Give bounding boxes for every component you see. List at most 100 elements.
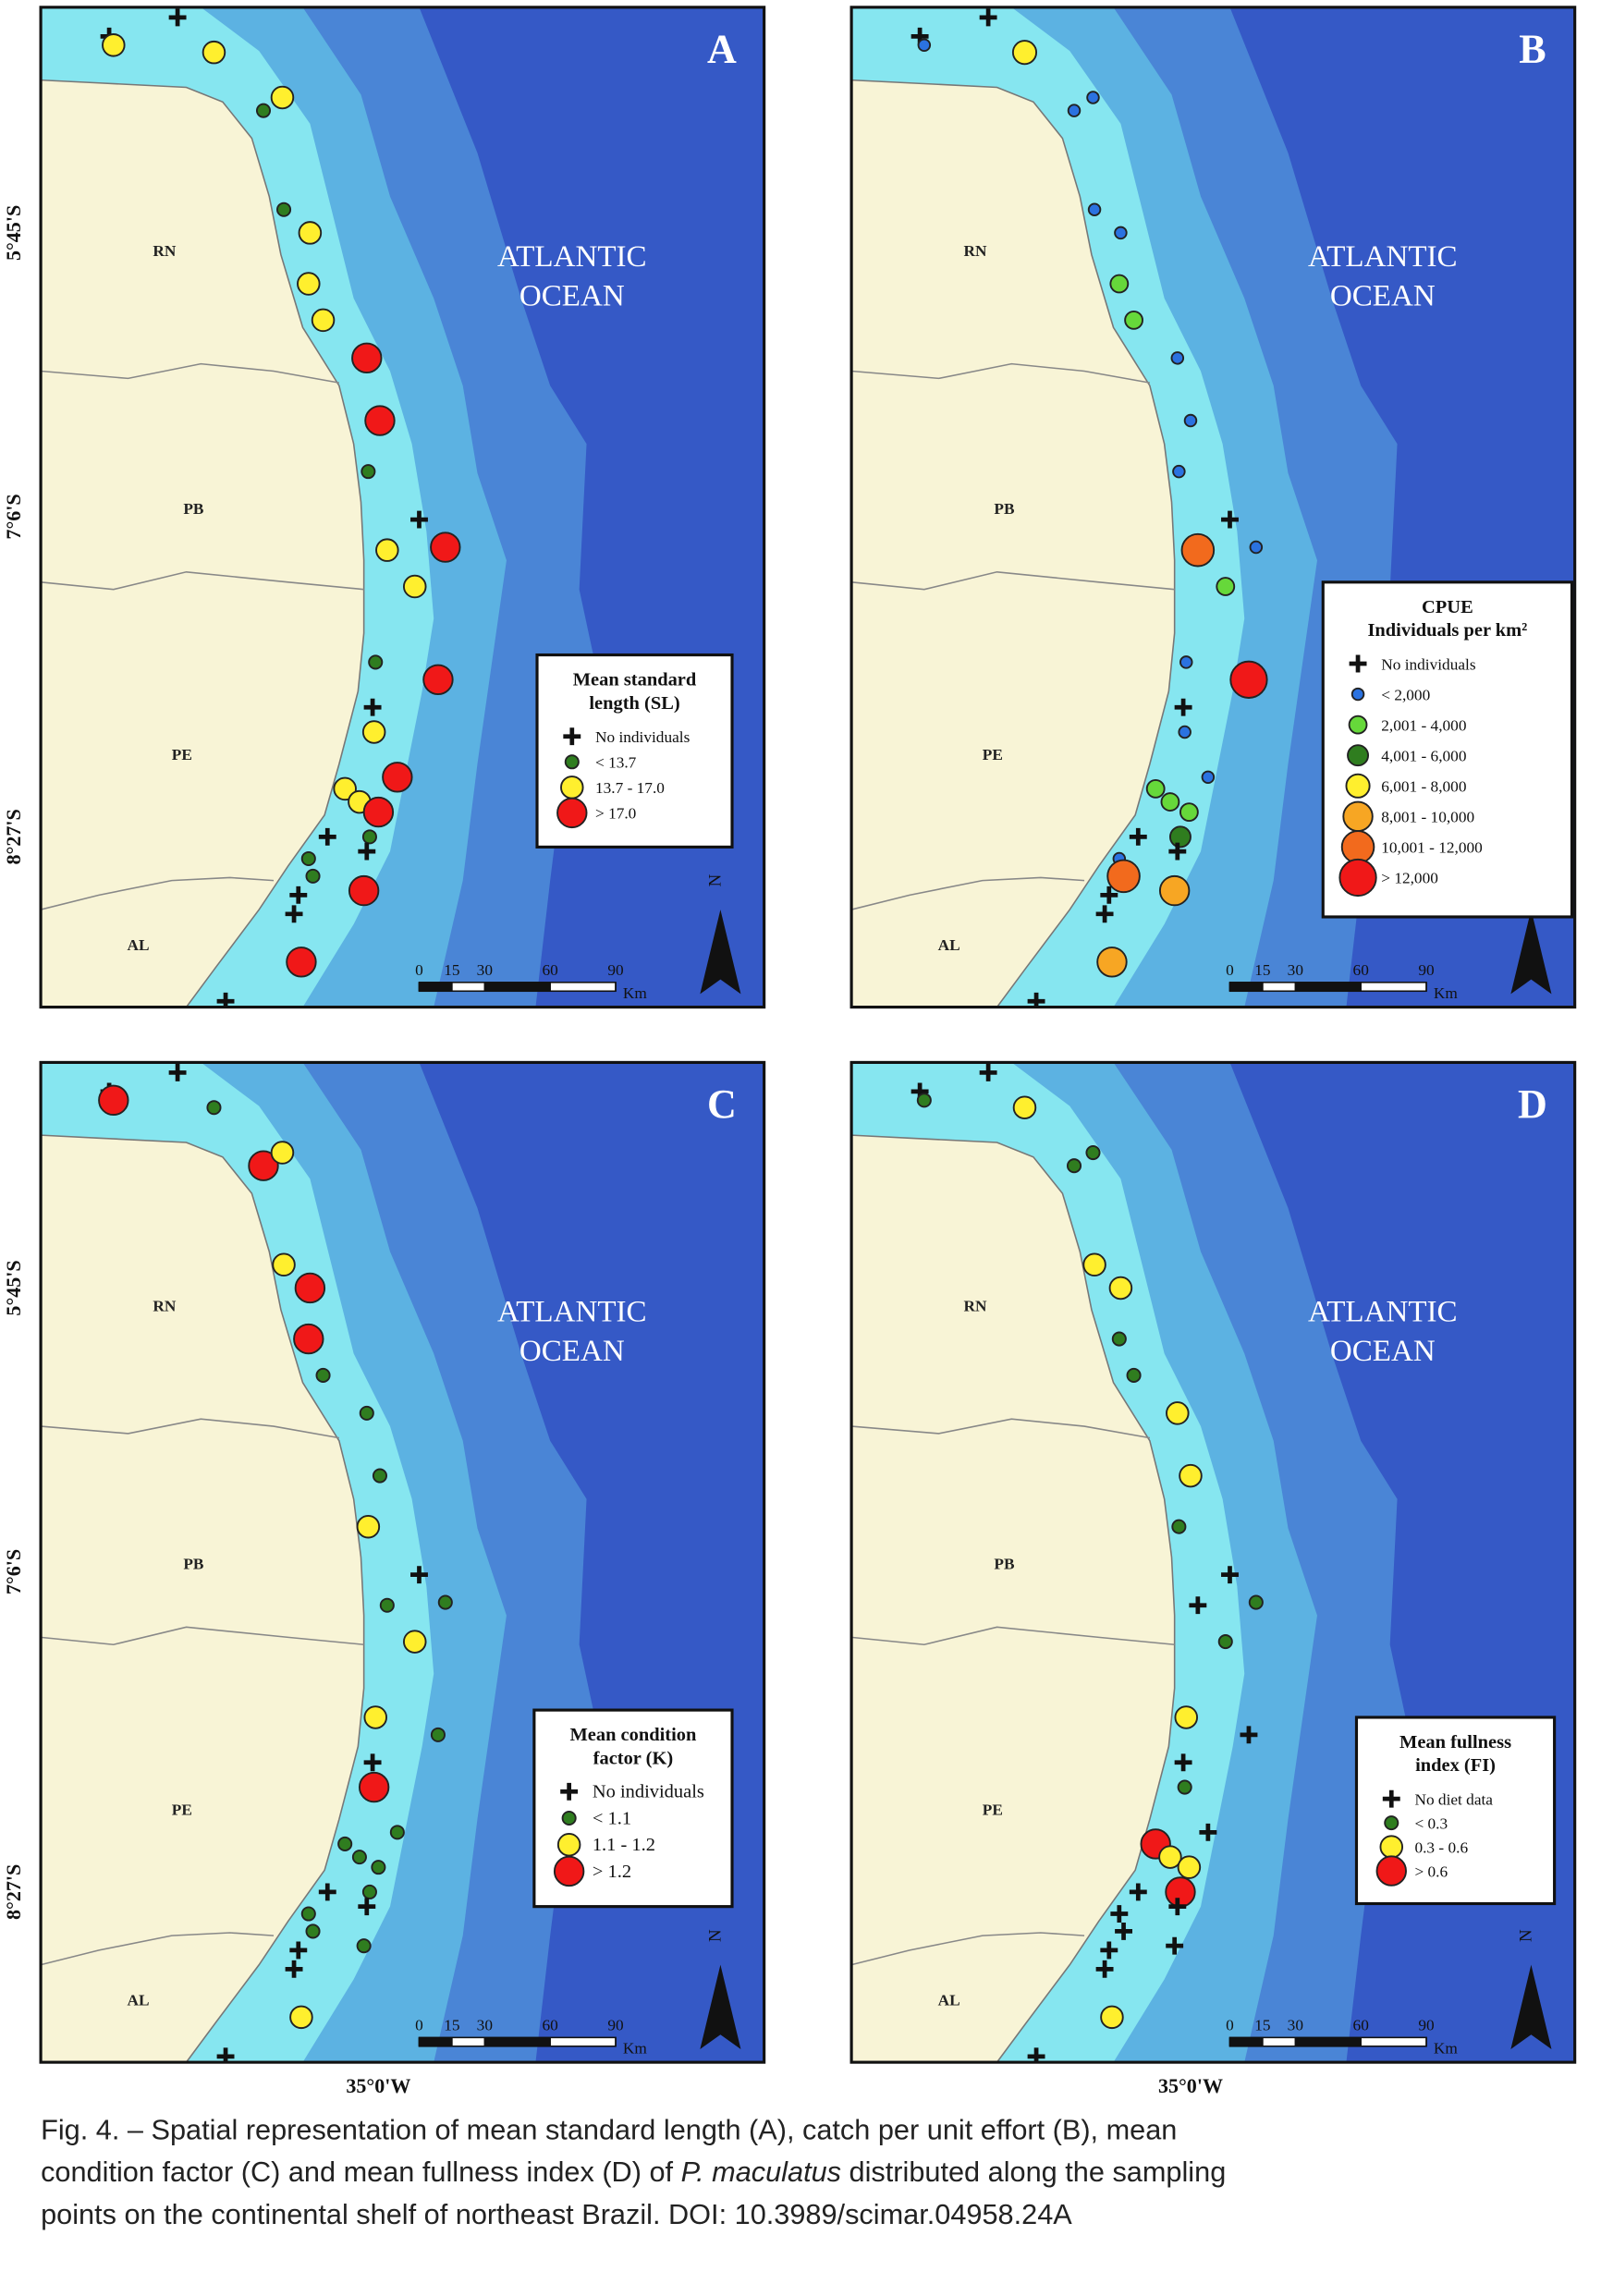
scale-segment (1229, 2037, 1263, 2046)
legend-title: Mean condition (569, 1725, 697, 1745)
scale-unit: Km (1434, 984, 1458, 1002)
legend-symbol (1348, 714, 1368, 735)
sample-point (318, 827, 336, 846)
north-arrow (1510, 910, 1552, 995)
sample-point (168, 8, 187, 27)
sample-point (363, 698, 382, 716)
sample-point (1168, 842, 1187, 861)
legend-title: length (SL) (589, 693, 679, 714)
sample-point (1165, 1876, 1196, 1908)
sample-point (1067, 104, 1082, 117)
scale-tick-label: 0 (415, 2016, 423, 2033)
legend-entry: 4,001 - 6,000 (1381, 747, 1466, 764)
state-label: PB (994, 1555, 1015, 1572)
scale-segment (1295, 2037, 1362, 2046)
sample-point (1027, 2047, 1045, 2063)
state-label: RN (963, 1298, 986, 1315)
north-label: N (705, 873, 725, 886)
state-border (41, 570, 364, 591)
scale-tick-label: 60 (543, 2016, 558, 2033)
sample-point (1229, 660, 1268, 699)
state-label: PE (172, 746, 192, 763)
sample-point (1166, 1936, 1184, 1955)
caption-part: condition factor (C) and mean fullness i… (41, 2156, 681, 2188)
sample-point (289, 2005, 313, 2030)
legend-entry: > 1.2 (593, 1862, 631, 1882)
sample-point (1180, 532, 1216, 568)
scale-tick-label: 0 (1226, 961, 1234, 979)
sample-point (361, 829, 377, 845)
sample-point (362, 796, 395, 828)
sample-point (382, 762, 413, 793)
scale-tick-label: 30 (477, 961, 493, 979)
sample-point (300, 850, 316, 867)
sample-point (356, 1938, 372, 1954)
sample-point (1096, 946, 1128, 978)
sample-point (255, 103, 272, 118)
legend-symbol (563, 727, 581, 746)
state-label: AL (128, 936, 150, 954)
scale-tick-label: 90 (1418, 961, 1434, 979)
sample-point (1100, 885, 1118, 904)
caption: condition factor (C) and mean fullness i… (41, 2156, 1226, 2188)
scale-tick-label: 30 (477, 2016, 493, 2033)
ocean-label: OCEAN (519, 1335, 625, 1368)
sample-point (1174, 698, 1192, 716)
sample-point (1087, 202, 1102, 216)
state-border (41, 1418, 340, 1439)
sample-point (1100, 1941, 1118, 1960)
scale-tick-label: 15 (1254, 961, 1270, 979)
state-label: PE (172, 1801, 192, 1818)
state-label: PB (994, 500, 1015, 518)
caption-part: distributed along the sampling (841, 2156, 1226, 2188)
sample-point (1189, 1596, 1207, 1615)
north-arrow (700, 1964, 741, 2049)
sample-point (359, 1405, 374, 1421)
legend-entry: 0.3 - 0.6 (1414, 1838, 1468, 1856)
latitude-label: 7°6'S (2, 1549, 25, 1594)
sample-point (1168, 1898, 1187, 1916)
legend: Mean standard length (SL) No individuals < … (535, 653, 734, 849)
state-border (851, 570, 1175, 591)
scale-tick-label: 15 (444, 961, 459, 979)
sample-point (1160, 792, 1180, 812)
sample-point (289, 885, 308, 904)
legend-entry: 6,001 - 8,000 (1381, 778, 1466, 796)
state-label: AL (128, 1992, 150, 2009)
panel-letter: A (707, 27, 737, 72)
sample-point (293, 1323, 324, 1355)
sample-point (358, 1898, 376, 1916)
land (41, 79, 365, 1008)
state-label: PB (183, 500, 204, 518)
sample-point (1066, 1158, 1082, 1174)
scale-tick-label: 30 (1288, 961, 1303, 979)
sample-point (168, 1063, 187, 1081)
sample-point (1221, 1566, 1239, 1584)
scale-tick-label: 90 (607, 961, 623, 979)
sample-point (300, 1906, 316, 1922)
caption: points on the continental shelf of north… (41, 2198, 1072, 2230)
sample-point (375, 538, 399, 562)
state-label: RN (963, 242, 986, 260)
sample-point (1124, 311, 1143, 330)
scale-segment (1295, 982, 1362, 992)
sample-point (1108, 1276, 1133, 1301)
sample-point (402, 1630, 427, 1654)
sample-point (916, 1093, 932, 1108)
legend-symbol (1375, 1855, 1407, 1887)
panel-letter: C (707, 1081, 737, 1127)
scale-tick-label: 30 (1288, 2016, 1303, 2033)
legend-entry: > 17.0 (595, 805, 636, 823)
state-label: RN (153, 242, 176, 260)
legend-symbol (556, 797, 588, 829)
sample-point (202, 40, 226, 65)
sample-point (1027, 992, 1045, 1008)
state-label: RN (153, 1298, 176, 1315)
longitude-label: 35°0'W (346, 2074, 410, 2097)
state-border (41, 362, 340, 384)
sample-point (430, 531, 461, 563)
sample-point (270, 1141, 295, 1165)
